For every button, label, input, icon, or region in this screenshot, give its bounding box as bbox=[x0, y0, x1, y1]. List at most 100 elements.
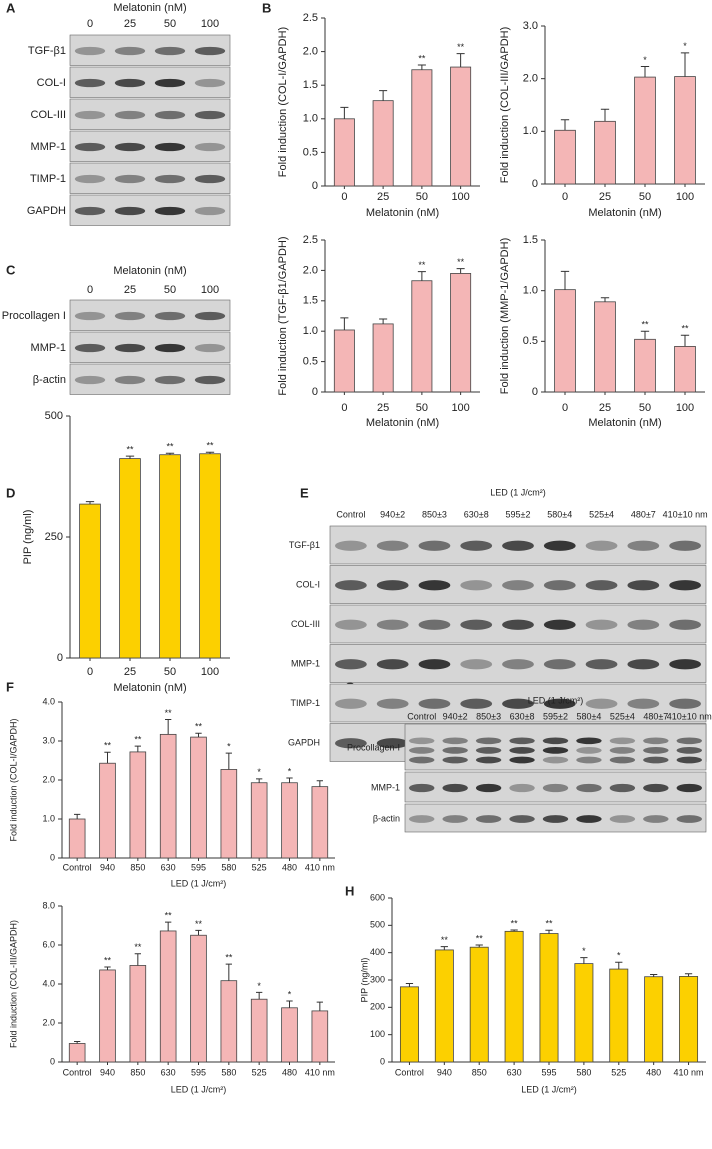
blot-band bbox=[502, 580, 534, 591]
x-axis-title: LED (1 J/cm²) bbox=[521, 1084, 577, 1094]
blot-band bbox=[576, 747, 602, 754]
error-bar bbox=[286, 1000, 293, 1008]
bar bbox=[450, 273, 472, 393]
blot-band bbox=[114, 343, 146, 353]
error-bar bbox=[316, 1001, 323, 1011]
bar bbox=[411, 69, 433, 187]
blot-band bbox=[114, 78, 146, 88]
error-bar bbox=[225, 963, 232, 981]
y-tick-label: 0 bbox=[50, 852, 55, 862]
y-axis-title: Fold induction (COL-III/GAPDH) bbox=[8, 920, 18, 1048]
blot-band bbox=[543, 698, 576, 709]
significance: ** bbox=[165, 911, 173, 921]
blot-band bbox=[627, 619, 660, 630]
y-tick-label: 300 bbox=[370, 974, 385, 984]
blot-band bbox=[154, 311, 186, 321]
y-tick-label: 0 bbox=[312, 386, 318, 398]
blot-band bbox=[409, 783, 435, 793]
blot-band bbox=[74, 78, 106, 88]
blot-band bbox=[542, 747, 569, 754]
y-tick-label: 4.0 bbox=[42, 978, 55, 988]
significance: ** bbox=[165, 708, 173, 718]
x-tick-label: 525 bbox=[252, 1067, 267, 1077]
error-bar bbox=[379, 318, 388, 324]
y-tick-label: 0 bbox=[312, 180, 318, 192]
blot-band bbox=[74, 343, 106, 353]
blot-band bbox=[194, 78, 226, 88]
blot-band bbox=[418, 580, 451, 591]
blot-band bbox=[475, 737, 502, 745]
blot-band bbox=[409, 737, 435, 745]
blot-band bbox=[460, 540, 493, 551]
bar bbox=[539, 933, 559, 1063]
blot-row-label: GAPDH bbox=[27, 205, 66, 217]
significance: ** bbox=[195, 722, 203, 732]
lane-label: 595±2 bbox=[543, 711, 568, 721]
blot-band bbox=[542, 737, 569, 745]
blot-band bbox=[376, 698, 409, 709]
blot-band bbox=[475, 815, 502, 823]
blot-band bbox=[154, 174, 186, 184]
lane-label: 580±4 bbox=[547, 509, 572, 519]
blot-band bbox=[460, 619, 493, 630]
blot-band bbox=[418, 540, 451, 551]
panel-label: B bbox=[262, 0, 271, 15]
bar bbox=[450, 66, 472, 187]
blot-band bbox=[74, 142, 106, 152]
error-bar bbox=[456, 268, 465, 274]
x-axis-title: Melatonin (nM) bbox=[366, 207, 439, 219]
y-tick-label: 1.0 bbox=[303, 325, 318, 337]
x-tick-label: 0 bbox=[87, 666, 93, 678]
blot-band bbox=[669, 698, 701, 709]
y-tick-label: 4.0 bbox=[42, 696, 55, 706]
blot-band bbox=[74, 311, 106, 321]
significance: ** bbox=[457, 42, 465, 52]
error-bar bbox=[580, 957, 588, 964]
bar bbox=[220, 980, 238, 1063]
significance: ** bbox=[104, 955, 112, 965]
x-tick-label: 410 nm bbox=[305, 1067, 335, 1077]
y-tick-label: 0 bbox=[532, 178, 538, 190]
x-tick-label: 630 bbox=[161, 862, 176, 872]
error-bar bbox=[615, 961, 623, 970]
blot-header: LED (1 J/cm²) bbox=[528, 695, 584, 705]
bar bbox=[554, 289, 576, 393]
blot-band bbox=[643, 815, 669, 823]
bar bbox=[574, 963, 594, 1063]
significance: ** bbox=[104, 741, 112, 751]
error-bar bbox=[134, 953, 141, 966]
error-bar bbox=[560, 270, 570, 290]
blot-band bbox=[154, 110, 186, 120]
error-bar bbox=[225, 752, 232, 770]
blot-band bbox=[609, 747, 636, 754]
y-axis-title: Fold induction (TGF-β1/GAPDH) bbox=[277, 236, 289, 395]
blot-band bbox=[194, 206, 226, 216]
x-axis-title: Melatonin (nM) bbox=[366, 417, 439, 429]
blot-band bbox=[576, 815, 602, 823]
error-bar bbox=[417, 271, 426, 281]
error-bar bbox=[600, 297, 610, 302]
x-tick-label: 100 bbox=[676, 191, 694, 203]
blot-row-label: GAPDH bbox=[288, 738, 320, 748]
x-tick-label: Control bbox=[63, 862, 92, 872]
blot-band bbox=[114, 311, 146, 321]
error-bar bbox=[286, 777, 293, 783]
blot-band bbox=[335, 659, 367, 670]
significance: ** bbox=[511, 918, 519, 928]
x-tick-label: 940 bbox=[437, 1067, 452, 1077]
significance: ** bbox=[545, 919, 553, 929]
x-tick-label: 850 bbox=[472, 1067, 487, 1077]
blot-band bbox=[418, 619, 451, 630]
bar bbox=[220, 769, 238, 859]
blot-band bbox=[585, 659, 618, 670]
y-tick-label: 1.0 bbox=[523, 285, 538, 297]
x-tick-label: 0 bbox=[562, 402, 568, 414]
blot-band bbox=[376, 659, 409, 670]
x-tick-label: 25 bbox=[377, 402, 389, 414]
lane-label: 940±2 bbox=[443, 711, 468, 721]
error-bar bbox=[256, 778, 263, 783]
error-bar bbox=[456, 53, 465, 68]
significance: ** bbox=[641, 320, 649, 330]
y-tick-label: 2.5 bbox=[303, 234, 318, 246]
blot-band bbox=[335, 698, 367, 709]
